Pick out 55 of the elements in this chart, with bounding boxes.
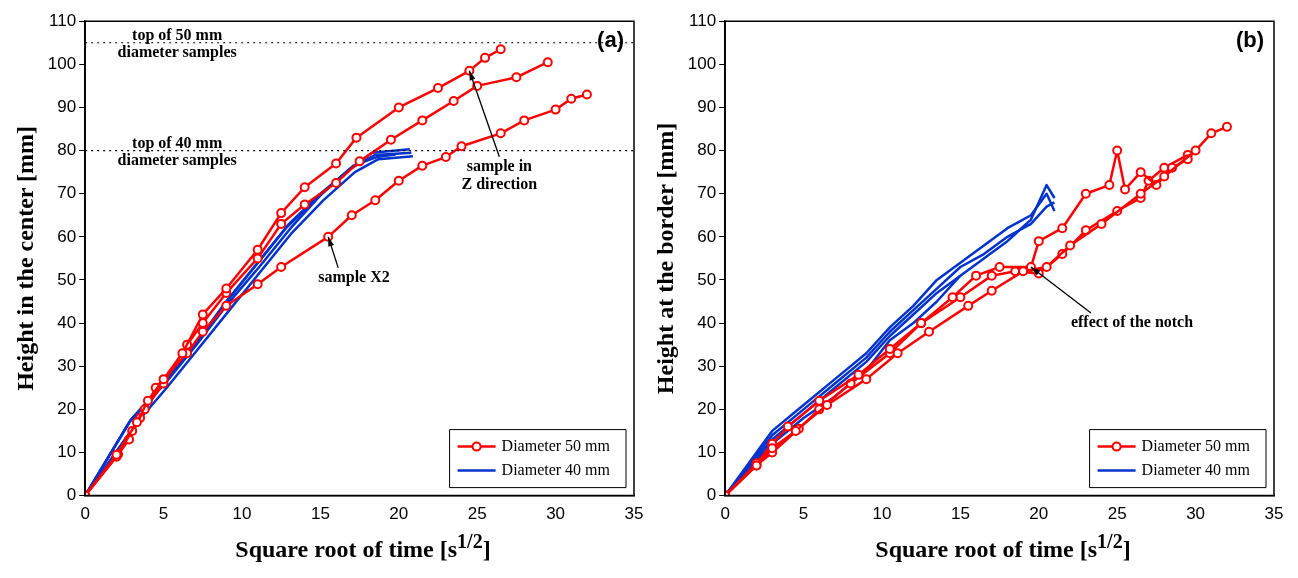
- y-tick-label: 70: [697, 183, 717, 203]
- x-tick-label: 0: [720, 504, 730, 524]
- y-tick-label: 30: [57, 355, 77, 375]
- y-tick-label: 110: [689, 10, 717, 30]
- y-axis-title: Height in the center [mm]: [11, 125, 38, 391]
- chart-title: (a): [597, 27, 624, 53]
- x-tick-label: 35: [624, 504, 644, 524]
- x-tick-label: 10: [872, 504, 892, 524]
- y-tick-label: 100: [47, 54, 77, 74]
- y-tick-label: 60: [697, 226, 717, 246]
- y-tick-label: 80: [697, 140, 717, 160]
- y-axis-title: Height at the border [mm]: [651, 122, 678, 395]
- annotation: effect of the notch: [1070, 313, 1194, 331]
- y-tick-label: 50: [697, 269, 717, 289]
- x-tick-label: 35: [1264, 504, 1284, 524]
- x-tick-label: 20: [1029, 504, 1049, 524]
- y-tick-label: 0: [706, 485, 717, 505]
- x-tick-label: 25: [467, 504, 487, 524]
- x-tick-label: 25: [1107, 504, 1127, 524]
- y-tick-label: 70: [57, 183, 77, 203]
- y-tick-label: 60: [57, 226, 77, 246]
- y-tick-label: 20: [697, 399, 717, 419]
- y-tick-label: 40: [697, 312, 717, 332]
- x-tick-label: 30: [1186, 504, 1206, 524]
- x-tick-label: 15: [950, 504, 970, 524]
- legend-label: Diameter 40 mm: [501, 460, 611, 478]
- y-tick-label: 110: [49, 10, 77, 30]
- y-tick-label: 90: [57, 97, 77, 117]
- x-tick-label: 5: [798, 504, 809, 524]
- y-tick-label: 10: [57, 442, 77, 462]
- y-tick-label: 80: [57, 140, 77, 160]
- legend-label: Diameter 40 mm: [1141, 460, 1251, 478]
- y-tick-label: 40: [57, 312, 77, 332]
- ref-line-label: top of 40 mm diameter samples: [117, 133, 237, 169]
- y-tick-label: 30: [697, 355, 717, 375]
- x-tick-label: 30: [546, 504, 566, 524]
- annotation: sample X2: [318, 267, 390, 286]
- x-tick-label: 0: [80, 504, 90, 524]
- y-tick-label: 100: [687, 54, 717, 74]
- y-tick-label: 90: [697, 97, 717, 117]
- x-tick-label: 20: [389, 504, 409, 524]
- x-tick-label: 5: [158, 504, 169, 524]
- y-tick-label: 10: [697, 442, 717, 462]
- legend-label: Diameter 50 mm: [501, 436, 611, 454]
- x-tick-label: 15: [310, 504, 330, 524]
- annotation: sample in Z direction: [461, 156, 538, 192]
- x-axis-title: Square root of time [s$^{1/2}$]: [874, 530, 1132, 563]
- y-tick-label: 0: [66, 485, 77, 505]
- y-tick-label: 50: [57, 269, 77, 289]
- legend-label: Diameter 50 mm: [1141, 436, 1251, 454]
- ref-line-label: top of 50 mm diameter samples: [117, 25, 237, 61]
- chart-title: (b): [1235, 27, 1264, 53]
- x-axis-title: Square root of time [s$^{1/2}$]: [234, 530, 492, 563]
- x-tick-label: 10: [232, 504, 252, 524]
- y-tick-label: 20: [57, 399, 77, 419]
